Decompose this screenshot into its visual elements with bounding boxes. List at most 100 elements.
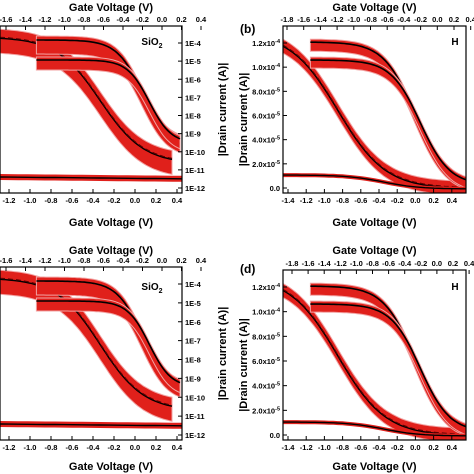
y-tick-label: 1E-5 (185, 57, 201, 66)
y-axis-title: |Drain current (A)| (238, 318, 250, 412)
panel-d: -1.8 -1.6 -1.4 -1.2 -1.0 -0.8 -0.6 -0.4 -0.2 0.0 0… (238, 245, 474, 473)
plot-area-b (283, 38, 466, 193)
y-tick-label: 1E-6 (185, 75, 201, 84)
material-label: SiO2 (141, 37, 162, 50)
y-tick-label: 4.0x10-5 (252, 136, 280, 145)
series-line-off (283, 421, 466, 437)
bottom-tick-label: -1.0 (318, 443, 331, 452)
panel-b: -1.8 -1.6 -1.4 -1.2 -1.0 -0.8 -0.6 -0.4 -0.2 0.0 0… (238, 2, 474, 229)
y-tick-label: 1.2x10-4 (252, 283, 281, 292)
bottom-tick-label: -0.2 (391, 443, 404, 452)
series-band-right-2 (309, 56, 466, 189)
y-tick-label: 1E-11 (185, 412, 205, 421)
bottom-tick-label: -1.2 (300, 196, 313, 205)
bottom-tick-label: -0.4 (87, 443, 101, 452)
top-tick-label: -0.6 (381, 15, 394, 24)
y-axis-title: |Drain current (A)| (217, 63, 229, 157)
series-mean-left (283, 44, 466, 188)
y-tick-label: 1E-12 (185, 184, 205, 193)
bottom-tick-label: 0.2 (428, 443, 438, 452)
top-axis-title: Gate Voltage (V) (332, 2, 416, 14)
bottom-tick-label: -0.8 (45, 196, 58, 205)
series-band-right-2 (309, 300, 466, 436)
y-tick-label: 1E-9 (185, 374, 201, 383)
bottom-tick-label: -0.4 (373, 443, 387, 452)
bottom-axis-title: Gate Voltage (V) (332, 461, 416, 473)
y-tick-label: 1E-6 (185, 318, 201, 327)
y-tick-label: 1.0x10-4 (252, 63, 281, 72)
top-tick-label: 0.0 (432, 259, 442, 268)
bottom-tick-label: 0.4 (172, 196, 183, 205)
top-tick-label: -1.4 (314, 15, 328, 24)
top-tick-label: -1.0 (58, 15, 71, 24)
series-line-right-2 (36, 59, 181, 140)
y-tick-label: 1E-7 (185, 337, 201, 346)
bottom-axis-title: Gate Voltage (V) (69, 461, 153, 473)
bottom-tick-label: -1.4 (282, 443, 296, 452)
bottom-tick-label: -0.4 (373, 196, 387, 205)
y-tick-label: 8.0x10-5 (252, 332, 280, 341)
plot-frame-c (0, 266, 183, 441)
top-tick-label: -0.4 (117, 256, 131, 265)
series-mean-left (0, 36, 173, 159)
y-tick-label: 1E-5 (185, 299, 201, 308)
series-line-left (0, 37, 173, 161)
bottom-tick-label: -0.2 (391, 196, 404, 205)
bottom-axis-title: Gate Voltage (V) (332, 217, 416, 229)
bottom-tick-label: -1.4 (282, 196, 296, 205)
top-tick-label: 0.0 (157, 256, 167, 265)
bottom-tick-label: -1.2 (300, 443, 313, 452)
top-tick-label: 0.0 (157, 15, 167, 24)
bottom-tick-label: -0.2 (108, 196, 121, 205)
panel-label: (d) (240, 262, 255, 276)
series-band-off (283, 173, 466, 191)
bottom-tick-label: -0.6 (354, 196, 367, 205)
top-tick-label: -1.2 (39, 256, 52, 265)
top-tick-label: -1.4 (19, 15, 33, 24)
top-tick-label: -1.0 (58, 256, 71, 265)
top-axis-title: Gate Voltage (V) (69, 2, 153, 14)
bottom-tick-label: -1.0 (318, 196, 331, 205)
series-band-off (283, 420, 466, 438)
y-tick-label: 1E-12 (185, 431, 205, 440)
material-label: SiO2 (141, 282, 162, 295)
y-axis-title: |Drain current (A)| (217, 307, 229, 401)
plot-area-c (0, 269, 182, 429)
top-tick-label: -0.4 (398, 259, 412, 268)
bottom-tick-label: 0.4 (172, 443, 183, 452)
y-tick-label: 1E-10 (185, 393, 205, 402)
top-tick-label: -0.2 (136, 15, 149, 24)
bottom-tick-label: 0.2 (151, 196, 161, 205)
top-tick-label: 0.0 (432, 15, 442, 24)
y-tick-label: 6.0x10-5 (252, 112, 280, 121)
top-tick-label: 0.2 (176, 15, 186, 24)
top-tick-label: -1.6 (302, 259, 315, 268)
top-tick-label: -1.6 (0, 256, 12, 265)
top-tick-label: -1.2 (39, 15, 52, 24)
plot-frame-b (282, 25, 467, 194)
top-axis-title: Gate Voltage (V) (332, 245, 416, 257)
bottom-tick-label: 0.0 (410, 443, 420, 452)
panel-a: -1.6 -1.4 -1.2 -1.0 -0.8 -0.6 -0.4 -0.2 0.0 0.2 0.… (0, 2, 229, 229)
top-tick-label: -1.6 (0, 15, 12, 24)
series-line-left (0, 278, 173, 407)
series-line-right-2 (310, 59, 466, 181)
bottom-tick-label: 0.0 (130, 443, 140, 452)
top-tick-label: -1.0 (350, 259, 363, 268)
bottom-tick-label: 0.2 (428, 196, 438, 205)
top-tick-label: -0.2 (414, 259, 427, 268)
bottom-axis-title: Gate Voltage (V) (69, 217, 153, 229)
series-band-right-1 (35, 35, 181, 154)
series-mean-left (0, 277, 173, 406)
y-tick-label: 1E-4 (185, 39, 202, 48)
top-tick-label: -1.4 (318, 259, 332, 268)
top-tick-label: 0.2 (448, 259, 458, 268)
y-tick-label: 6.0x10-5 (252, 357, 280, 366)
top-tick-label: -0.6 (97, 15, 110, 24)
series-mean-left (283, 288, 466, 435)
bottom-tick-label: -1.0 (24, 196, 37, 205)
top-tick-label: 0.2 (176, 256, 186, 265)
top-tick-label: -1.2 (334, 259, 347, 268)
y-tick-label: 2.0x10-5 (252, 406, 280, 415)
